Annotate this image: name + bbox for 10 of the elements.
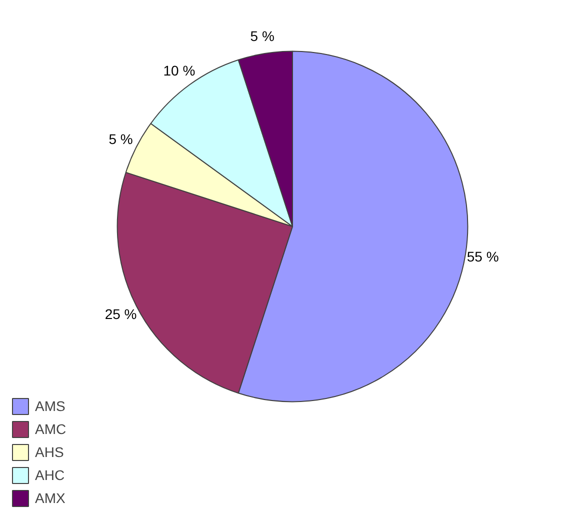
- legend-label: AMS: [35, 398, 66, 414]
- legend-label: AHS: [35, 444, 64, 460]
- data-label: 55 %: [466, 248, 499, 265]
- data-label: 25 %: [104, 306, 137, 322]
- legend-label: AMX: [35, 490, 66, 506]
- data-label: 5 %: [108, 131, 133, 148]
- legend-label: AHC: [35, 467, 65, 483]
- data-label: 5 %: [250, 28, 274, 44]
- legend-label: AMC: [35, 421, 66, 437]
- data-label: 10 %: [163, 62, 196, 79]
